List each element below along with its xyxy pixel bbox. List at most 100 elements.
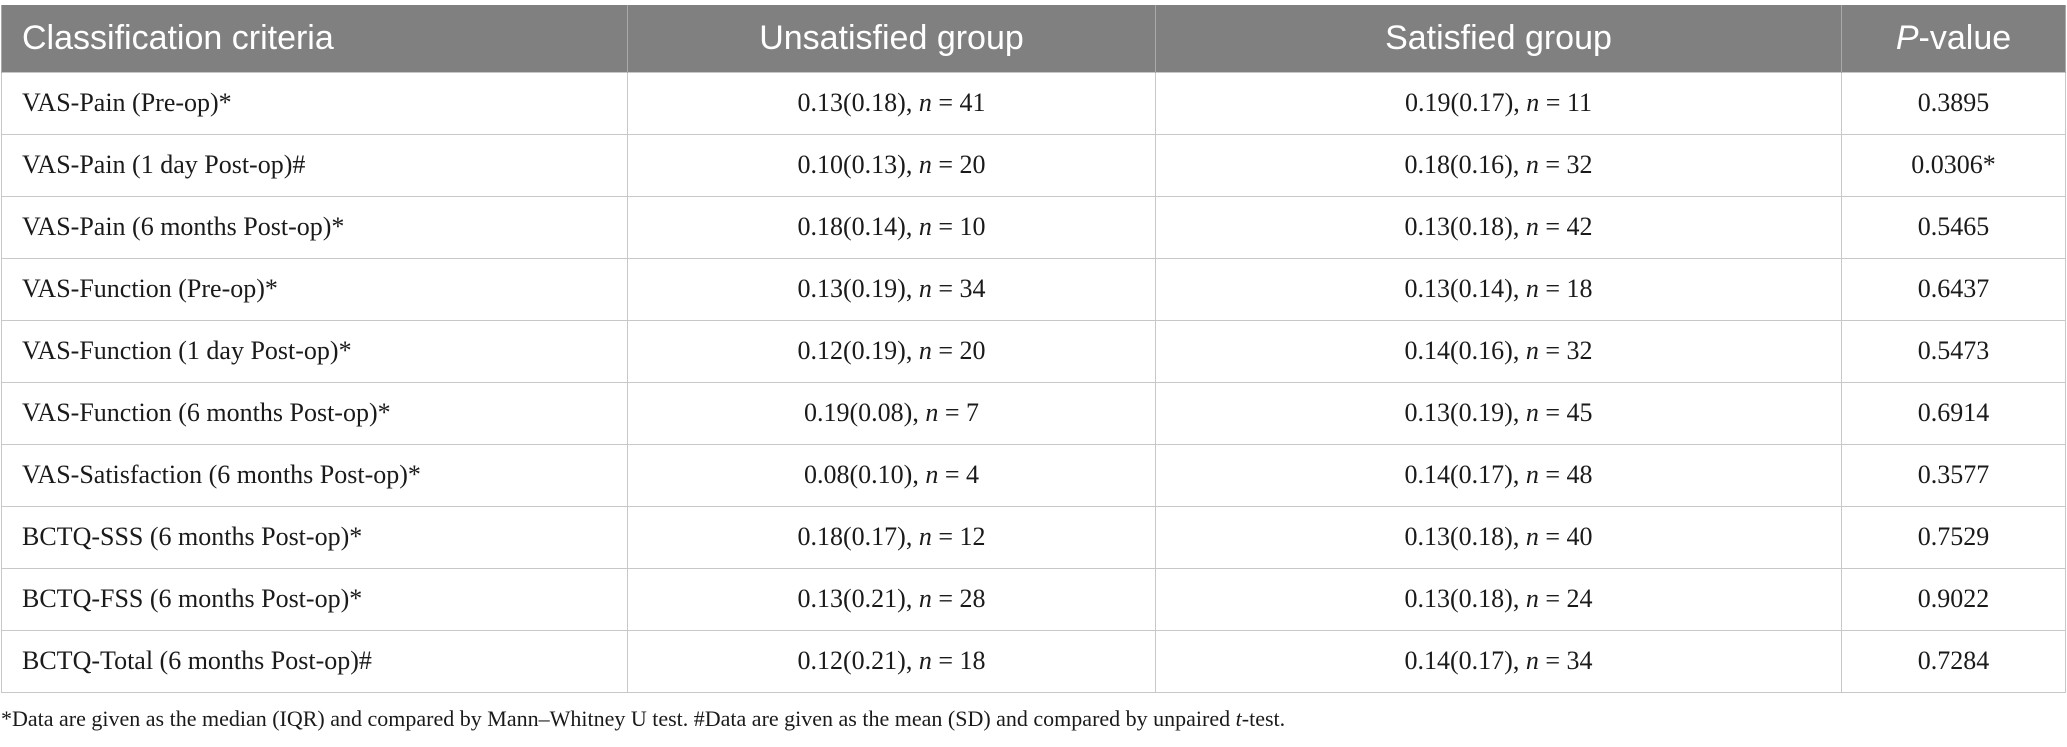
unsatisfied-n: 20 <box>959 150 986 179</box>
n-label: n <box>925 398 939 427</box>
satisfied-value: 0.14(0.16), <box>1404 336 1526 365</box>
satisfied-cell: 0.13(0.18), n = 40 <box>1155 505 1842 569</box>
criteria-cell: VAS-Function (Pre-op)* <box>1 257 628 321</box>
unsatisfied-n: 34 <box>959 274 986 303</box>
n-label: n <box>1525 274 1539 303</box>
satisfied-n: 32 <box>1566 336 1593 365</box>
header-row: Classification criteria Unsatisfied grou… <box>1 5 2066 72</box>
satisfied-n: 48 <box>1566 460 1593 489</box>
table-footnote: *Data are given as the median (IQR) and … <box>1 706 1285 732</box>
satisfied-cell: 0.14(0.17), n = 48 <box>1155 443 1842 507</box>
unsatisfied-n: 10 <box>959 212 986 241</box>
unsatisfied-n: 28 <box>959 584 986 613</box>
satisfied-n: 24 <box>1566 584 1593 613</box>
satisfied-n: 18 <box>1566 274 1593 303</box>
n-label: n <box>1525 150 1539 179</box>
satisfied-n: 34 <box>1566 646 1593 675</box>
unsatisfied-n: 7 <box>966 398 979 427</box>
n-label: n <box>918 584 932 613</box>
satisfied-cell: 0.13(0.19), n = 45 <box>1155 381 1842 445</box>
table-row: VAS-Pain (Pre-op)* 0.13(0.18), n = 41 0.19… <box>1 71 2066 135</box>
p-value-cell: 0.5473 <box>1841 319 2066 383</box>
header-p-suffix: -value <box>1918 18 2012 57</box>
criteria-cell: VAS-Pain (Pre-op)* <box>1 71 628 135</box>
criteria-cell: BCTQ-Total (6 months Post-op)# <box>1 629 628 693</box>
unsatisfied-n: 18 <box>959 646 986 675</box>
header-p-italic: P <box>1895 18 1919 57</box>
satisfied-cell: 0.13(0.14), n = 18 <box>1155 257 1842 321</box>
unsatisfied-value: 0.13(0.18), <box>797 88 919 117</box>
satisfied-value: 0.13(0.18), <box>1404 522 1526 551</box>
criteria-cell: BCTQ-FSS (6 months Post-op)* <box>1 567 628 631</box>
unsatisfied-value: 0.18(0.17), <box>797 522 919 551</box>
unsatisfied-cell: 0.13(0.18), n = 41 <box>627 71 1156 135</box>
unsatisfied-cell: 0.19(0.08), n = 7 <box>627 381 1156 445</box>
table-row: VAS-Satisfaction (6 months Post-op)* 0.08… <box>1 443 2066 507</box>
satisfied-value: 0.13(0.19), <box>1404 398 1526 427</box>
satisfied-n: 45 <box>1566 398 1593 427</box>
n-label: n <box>1525 336 1539 365</box>
n-label: n <box>918 212 932 241</box>
n-label: n <box>1525 646 1539 675</box>
satisfied-cell: 0.19(0.17), n = 11 <box>1155 71 1842 135</box>
table-row: VAS-Pain (6 months Post-op)* 0.18(0.14), … <box>1 195 2066 259</box>
results-table: Classification criteria Unsatisfied grou… <box>1 5 2066 693</box>
satisfied-value: 0.13(0.18), <box>1404 584 1526 613</box>
header-classification-criteria: Classification criteria <box>1 5 628 72</box>
n-label: n <box>1525 398 1539 427</box>
unsatisfied-value: 0.13(0.19), <box>797 274 919 303</box>
unsatisfied-n: 12 <box>959 522 986 551</box>
header-unsatisfied-group: Unsatisfied group <box>627 5 1156 72</box>
criteria-cell: VAS-Function (6 months Post-op)* <box>1 381 628 445</box>
footnote-t-italic: t <box>1235 706 1242 731</box>
satisfied-n: 40 <box>1566 522 1593 551</box>
unsatisfied-n: 20 <box>959 336 986 365</box>
unsatisfied-value: 0.10(0.13), <box>797 150 919 179</box>
table-row: VAS-Function (1 day Post-op)* 0.12(0.19),… <box>1 319 2066 383</box>
satisfied-cell: 0.14(0.16), n = 32 <box>1155 319 1842 383</box>
unsatisfied-cell: 0.12(0.21), n = 18 <box>627 629 1156 693</box>
satisfied-cell: 0.18(0.16), n = 32 <box>1155 133 1842 197</box>
satisfied-value: 0.14(0.17), <box>1404 646 1526 675</box>
unsatisfied-value: 0.12(0.19), <box>797 336 919 365</box>
satisfied-value: 0.14(0.17), <box>1404 460 1526 489</box>
unsatisfied-cell: 0.12(0.19), n = 20 <box>627 319 1156 383</box>
table-row: BCTQ-FSS (6 months Post-op)* 0.13(0.21), … <box>1 567 2066 631</box>
n-label: n <box>1525 522 1539 551</box>
p-value-cell: 0.0306* <box>1841 133 2066 197</box>
n-label: n <box>925 460 939 489</box>
satisfied-cell: 0.14(0.17), n = 34 <box>1155 629 1842 693</box>
n-label: n <box>918 274 932 303</box>
table-row: BCTQ-SSS (6 months Post-op)* 0.18(0.17), … <box>1 505 2066 569</box>
satisfied-value: 0.13(0.14), <box>1404 274 1526 303</box>
n-label: n <box>1525 460 1539 489</box>
table-header: Classification criteria Unsatisfied grou… <box>1 5 2066 72</box>
unsatisfied-cell: 0.13(0.21), n = 28 <box>627 567 1156 631</box>
unsatisfied-cell: 0.18(0.14), n = 10 <box>627 195 1156 259</box>
satisfied-cell: 0.13(0.18), n = 42 <box>1155 195 1842 259</box>
criteria-cell: VAS-Pain (1 day Post-op)# <box>1 133 628 197</box>
satisfied-value: 0.18(0.16), <box>1404 150 1526 179</box>
n-label: n <box>918 646 932 675</box>
unsatisfied-cell: 0.10(0.13), n = 20 <box>627 133 1156 197</box>
p-value-cell: 0.9022 <box>1841 567 2066 631</box>
header-p-value: P-value <box>1841 5 2066 72</box>
p-value-cell: 0.7529 <box>1841 505 2066 569</box>
satisfied-cell: 0.13(0.18), n = 24 <box>1155 567 1842 631</box>
footnote-text-1: *Data are given as the median (IQR) and … <box>1 706 1236 731</box>
p-value-cell: 0.3577 <box>1841 443 2066 507</box>
p-value-cell: 0.7284 <box>1841 629 2066 693</box>
criteria-cell: VAS-Satisfaction (6 months Post-op)* <box>1 443 628 507</box>
n-label: n <box>1525 212 1539 241</box>
p-value-cell: 0.6437 <box>1841 257 2066 321</box>
unsatisfied-cell: 0.13(0.19), n = 34 <box>627 257 1156 321</box>
unsatisfied-n: 41 <box>959 88 986 117</box>
unsatisfied-value: 0.12(0.21), <box>797 646 919 675</box>
unsatisfied-n: 4 <box>966 460 979 489</box>
criteria-cell: BCTQ-SSS (6 months Post-op)* <box>1 505 628 569</box>
satisfied-value: 0.19(0.17), <box>1404 88 1527 117</box>
table-row: VAS-Function (6 months Post-op)* 0.19(0.0… <box>1 381 2066 445</box>
n-label: n <box>1526 88 1540 117</box>
table-body: VAS-Pain (Pre-op)* 0.13(0.18), n = 41 0.19… <box>1 71 2066 693</box>
p-value-cell: 0.6914 <box>1841 381 2066 445</box>
